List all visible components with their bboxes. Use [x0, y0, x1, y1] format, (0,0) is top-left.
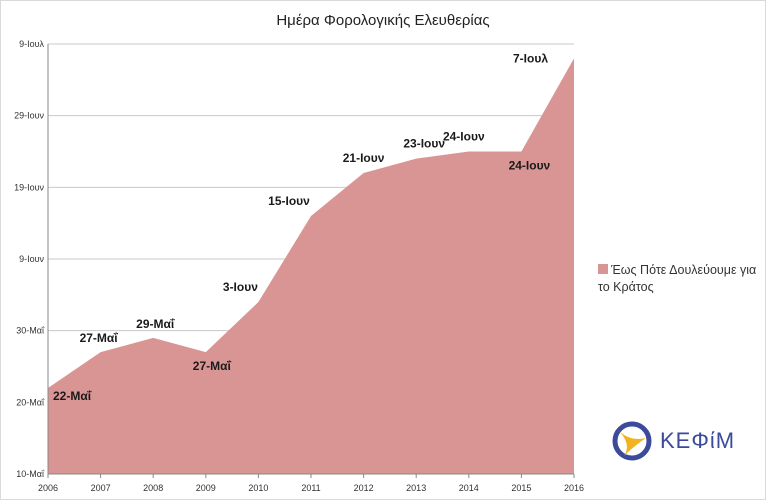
data-label: 23-Ιουν [403, 137, 445, 151]
y-tick-label: 19-Ιουν [14, 182, 44, 192]
data-label: 24-Ιουν [443, 130, 485, 144]
x-tick-label: 2015 [511, 483, 531, 493]
x-tick-label: 2013 [406, 483, 426, 493]
data-label: 27-Μαΐ [193, 359, 232, 373]
legend-label: Έως Πότε Δουλεύουμε για το Κράτος [598, 263, 757, 294]
x-tick-label: 2009 [196, 483, 216, 493]
data-label: 29-Μαΐ [136, 317, 175, 331]
y-tick-label: 30-Μαΐ [16, 326, 45, 336]
data-label: 21-Ιουν [343, 151, 385, 165]
logo-text: ΚΕΦίΜ [660, 428, 736, 453]
x-tick-label: 2006 [38, 483, 58, 493]
x-tick-label: 2008 [143, 483, 163, 493]
chart-title: Ημέρα Φορολογικής Ελευθερίας [276, 12, 490, 29]
y-tick-label: 9-Ιουλ [19, 39, 44, 49]
data-label: 3-Ιουν [223, 280, 258, 294]
x-tick-label: 2016 [564, 483, 584, 493]
x-tick-label: 2014 [459, 483, 479, 493]
y-tick-label: 10-Μαΐ [16, 469, 45, 479]
legend: Έως Πότε Δουλεύουμε για το Κράτος [598, 262, 758, 296]
data-label: 24-Ιουν [509, 159, 551, 173]
y-tick-label: 29-Ιουν [14, 111, 44, 121]
data-label: 7-Ιουλ [513, 51, 548, 65]
legend-swatch [598, 264, 608, 274]
kefim-logo-icon [612, 421, 652, 461]
kefim-logo: ΚΕΦίΜ [610, 416, 740, 466]
x-tick-label: 2011 [301, 483, 320, 493]
x-tick-label: 2010 [248, 483, 268, 493]
x-tick-label: 2007 [91, 483, 111, 493]
series-area [48, 58, 574, 474]
data-label: 22-Μαΐ [53, 389, 92, 403]
data-label: 27-Μαΐ [80, 331, 119, 345]
y-tick-label: 20-Μαΐ [16, 397, 45, 407]
data-label: 15-Ιουν [268, 194, 310, 208]
y-tick-label: 9-Ιουν [19, 254, 44, 264]
x-tick-label: 2012 [354, 483, 374, 493]
